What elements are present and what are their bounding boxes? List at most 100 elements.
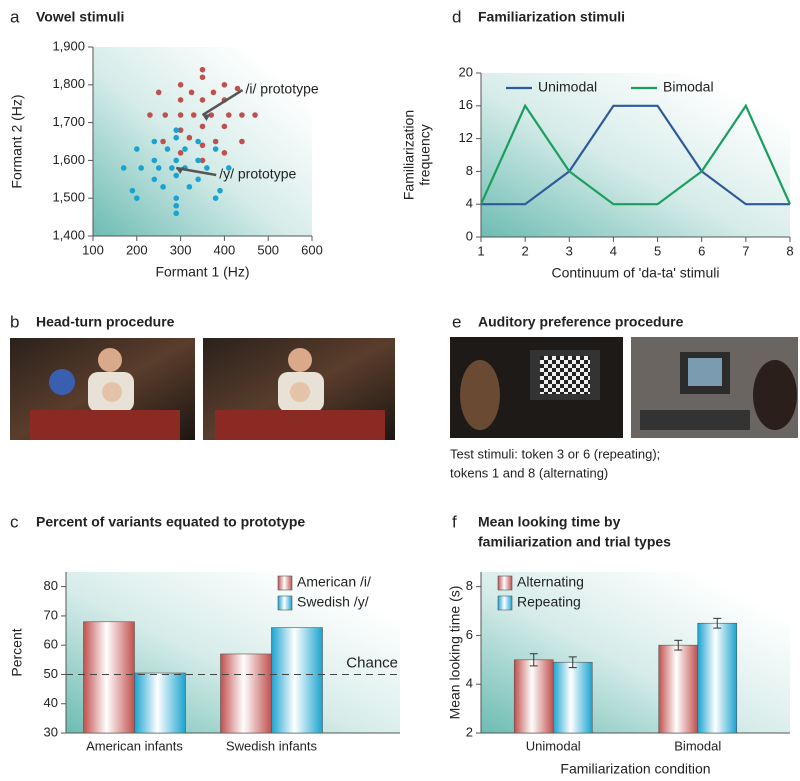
point xyxy=(211,90,217,96)
bar xyxy=(221,654,272,733)
x-tick-label: Bimodal xyxy=(674,738,721,753)
point xyxy=(200,124,206,130)
panel-title: Familiarization stimuli xyxy=(478,9,625,25)
point xyxy=(156,165,162,171)
point xyxy=(200,97,206,103)
point xyxy=(147,112,153,118)
point xyxy=(226,112,232,118)
x-tick-label: 500 xyxy=(257,242,279,257)
point xyxy=(134,195,140,201)
point xyxy=(178,97,184,103)
point xyxy=(222,150,228,156)
annotation: /i/ prototype xyxy=(246,81,319,97)
point xyxy=(187,184,193,190)
legend-label: Unimodal xyxy=(538,79,597,95)
legend-swatch xyxy=(278,576,292,590)
point xyxy=(178,150,184,156)
point xyxy=(152,177,158,183)
x-tick-label: 4 xyxy=(610,243,617,258)
point xyxy=(138,165,144,171)
x-axis-label: Familiarization condition xyxy=(560,761,710,777)
x-tick-label: 400 xyxy=(214,242,236,257)
y-tick-label: 1,800 xyxy=(52,76,85,91)
point xyxy=(162,112,168,118)
bar xyxy=(84,622,135,733)
x-tick-label: 3 xyxy=(566,243,573,258)
point xyxy=(239,112,245,118)
point xyxy=(252,112,258,118)
y-tick-label: 0 xyxy=(466,228,473,243)
caption: Test stimuli: token 3 or 6 (repeating); xyxy=(450,446,660,461)
photo-b xyxy=(10,338,395,440)
point xyxy=(239,139,245,145)
x-tick-label: 8 xyxy=(786,243,793,258)
y-tick-label: 1,500 xyxy=(52,190,85,205)
panel-title: familiarization and trial types xyxy=(478,534,671,550)
point xyxy=(204,165,210,171)
x-tick-label: Unimodal xyxy=(526,738,581,753)
point xyxy=(191,112,197,118)
bar xyxy=(514,660,553,733)
point xyxy=(173,135,179,141)
y-axis-label: Familiarization xyxy=(401,110,417,200)
point xyxy=(178,82,184,88)
y-tick-label: 8 xyxy=(466,578,473,593)
caption: tokens 1 and 8 (alternating) xyxy=(450,465,608,480)
point xyxy=(195,158,201,164)
x-tick-label: 5 xyxy=(654,243,661,258)
point xyxy=(173,211,179,217)
legend-label: Repeating xyxy=(517,594,581,610)
x-tick-label: 2 xyxy=(522,243,529,258)
x-axis-label: Formant 1 (Hz) xyxy=(155,264,249,280)
bar xyxy=(659,645,698,733)
x-tick-label: 1 xyxy=(477,243,484,258)
point xyxy=(195,177,201,183)
x-tick-label: 100 xyxy=(82,242,104,257)
point xyxy=(178,112,184,118)
y-tick-label: 30 xyxy=(44,724,58,739)
plot-background xyxy=(481,73,790,237)
y-tick-label: 70 xyxy=(44,607,58,622)
legend-label: Alternating xyxy=(517,574,584,590)
y-tick-label: 1,900 xyxy=(52,38,85,53)
panel-title: Mean looking time by xyxy=(478,514,621,530)
y-tick-label: 1,400 xyxy=(52,227,85,242)
y-tick-label: 4 xyxy=(466,676,473,691)
point xyxy=(200,67,206,73)
point xyxy=(213,146,219,152)
bar xyxy=(553,662,592,733)
legend-swatch xyxy=(498,576,512,590)
legend-swatch xyxy=(498,596,512,610)
panel-title: Head-turn procedure xyxy=(36,314,175,330)
x-tick-label: Swedish infants xyxy=(226,738,318,753)
point xyxy=(187,135,193,141)
panel-label: d xyxy=(452,7,461,26)
y-tick-label: 2 xyxy=(466,724,473,739)
y-axis-label: Formant 2 (Hz) xyxy=(9,94,25,188)
x-tick-label: American infants xyxy=(86,738,183,753)
y-tick-label: 8 xyxy=(466,163,473,178)
panel-label: e xyxy=(452,312,461,331)
point xyxy=(182,146,188,152)
y-tick-label: 12 xyxy=(459,130,473,145)
y-tick-label: 20 xyxy=(459,64,473,79)
y-tick-label: 6 xyxy=(466,627,473,642)
x-tick-label: 7 xyxy=(742,243,749,258)
y-axis-label: Percent xyxy=(9,628,25,676)
reference-label: Chance xyxy=(346,654,398,671)
point xyxy=(130,188,136,194)
point xyxy=(213,139,219,145)
legend-label: Bimodal xyxy=(663,79,714,95)
annotation: /y/ prototype xyxy=(219,166,296,182)
point xyxy=(222,82,228,88)
bar xyxy=(698,623,737,733)
panel-label: c xyxy=(10,512,19,531)
point xyxy=(121,165,127,171)
point xyxy=(173,127,179,133)
x-tick-label: 600 xyxy=(301,242,323,257)
bar xyxy=(272,628,323,733)
legend-label: Swedish /y/ xyxy=(297,594,369,610)
point xyxy=(195,139,201,145)
panel-title: Auditory preference procedure xyxy=(478,314,684,330)
point xyxy=(173,195,179,201)
